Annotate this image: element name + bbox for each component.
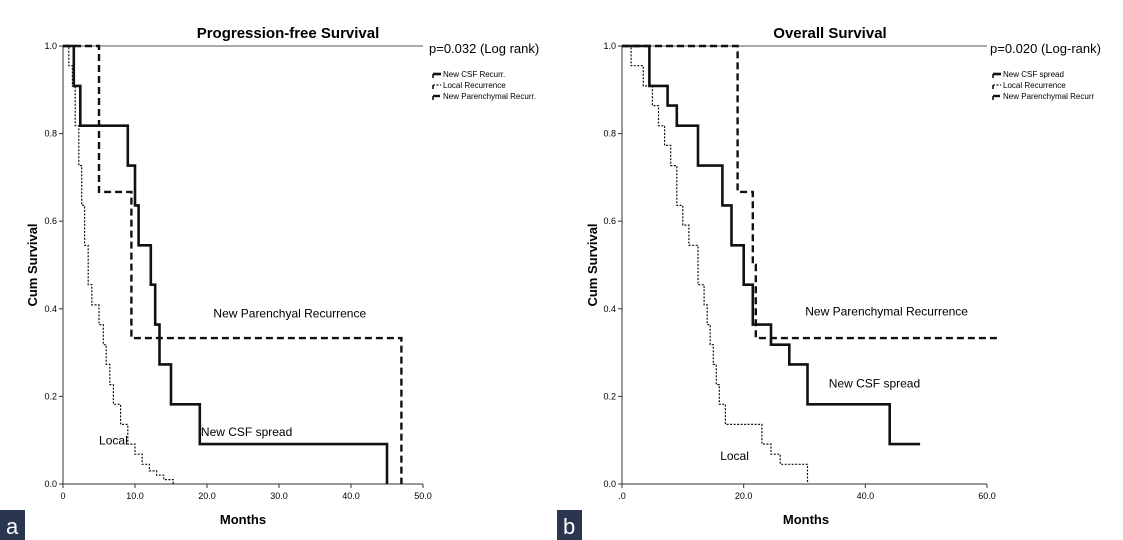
y-axis-label-a: Cum Survival — [25, 223, 40, 306]
y-tick-label: 0.6 — [603, 216, 616, 226]
y-tick-label: 0.4 — [603, 304, 616, 314]
x-tick-label: .0 — [618, 491, 626, 501]
legend-label: New Parenchymal Recurr — [1003, 92, 1094, 101]
y-tick-label: 0.8 — [44, 129, 57, 139]
y-ticks-b: 0.0 0.2 0.4 0.6 0.8 1.0 — [603, 41, 622, 489]
series-line-local-recurrence — [622, 45, 809, 484]
curve-annotation: Local — [99, 434, 128, 448]
y-axis-label-b: Cum Survival — [585, 223, 600, 306]
x-tick-label: 20.0 — [735, 491, 753, 501]
legend-b: New CSF spread Local Recurrence New Parenc… — [992, 70, 1094, 101]
x-tick-label: 10.0 — [126, 491, 144, 501]
y-tick-label: 0.0 — [44, 479, 57, 489]
y-ticks-a: 0.0 0.2 0.4 0.6 0.8 1.0 — [44, 41, 63, 489]
curve-annotation: New Parenchyal Recurrence — [213, 307, 366, 321]
x-tick-label: 30.0 — [270, 491, 288, 501]
series-line-new-csf-recurr — [63, 44, 389, 484]
curve-annotation: New CSF spread — [829, 377, 920, 391]
legend-label: New CSF spread — [1003, 70, 1064, 79]
annotations-b: New Parenchymal Recurrence New CSF spread… — [720, 304, 968, 463]
y-tick-label: 0.6 — [44, 216, 57, 226]
y-tick-label: 1.0 — [44, 41, 57, 51]
x-tick-label: 50.0 — [414, 491, 432, 501]
legend-a: New CSF Recurr. Local Recurrence New Paren… — [432, 70, 536, 101]
annotations-a: New Parenchyal Recurrence New CSF spread L… — [99, 307, 366, 448]
x-axis-label-a: Months — [220, 512, 266, 527]
chart-panel-b: Overall Survival Months Cum Survival p=0… — [585, 25, 1101, 527]
x-ticks-b: .0 20.0 40.0 60.0 — [618, 484, 996, 501]
x-axis-label-b: Months — [783, 512, 829, 527]
series-line-new-parenchymal-recurr — [622, 44, 1000, 340]
curve-annotation: Local — [720, 449, 749, 463]
series-line-new-csf-spread — [622, 44, 921, 446]
y-tick-label: 0.0 — [603, 479, 616, 489]
chart-title-b: Overall Survival — [773, 25, 886, 42]
series-line-local-recurrence — [63, 45, 174, 484]
panel-label-a: a — [6, 514, 19, 539]
legend-label: New CSF Recurr. — [443, 70, 505, 79]
p-value-b: p=0.020 (Log-rank) — [990, 41, 1101, 56]
legend-label: Local Recurrence — [1003, 81, 1066, 90]
legend-label: New Parenchymal Recurr. — [443, 92, 536, 101]
x-ticks-a: 0 10.0 20.0 30.0 40.0 50.0 — [60, 484, 432, 501]
x-tick-label: 40.0 — [342, 491, 360, 501]
x-tick-label: 60.0 — [978, 491, 996, 501]
x-tick-label: 20.0 — [198, 491, 216, 501]
y-tick-label: 0.8 — [603, 129, 616, 139]
y-tick-label: 0.4 — [44, 304, 57, 314]
y-tick-label: 0.2 — [44, 391, 57, 401]
x-tick-label: 0 — [60, 491, 65, 501]
panel-badge-b: b — [557, 510, 582, 540]
p-value-a: p=0.032 (Log rank) — [429, 41, 539, 56]
panel-label-b: b — [563, 514, 575, 539]
chart-panel-a: Progression-free Survival Months Cum Sur… — [25, 25, 539, 527]
series-group-b — [622, 44, 1000, 484]
curve-annotation: New Parenchymal Recurrence — [805, 304, 968, 318]
series-group-a — [63, 44, 403, 484]
chart-title-a: Progression-free Survival — [197, 25, 380, 42]
curve-annotation: New CSF spread — [201, 425, 292, 439]
legend-label: Local Recurrence — [443, 81, 506, 90]
panel-badge-a: a — [0, 510, 25, 540]
series-line-new-parenchymal-recurr — [63, 44, 403, 484]
y-tick-label: 0.2 — [603, 391, 616, 401]
y-tick-label: 1.0 — [603, 41, 616, 51]
x-tick-label: 40.0 — [857, 491, 875, 501]
